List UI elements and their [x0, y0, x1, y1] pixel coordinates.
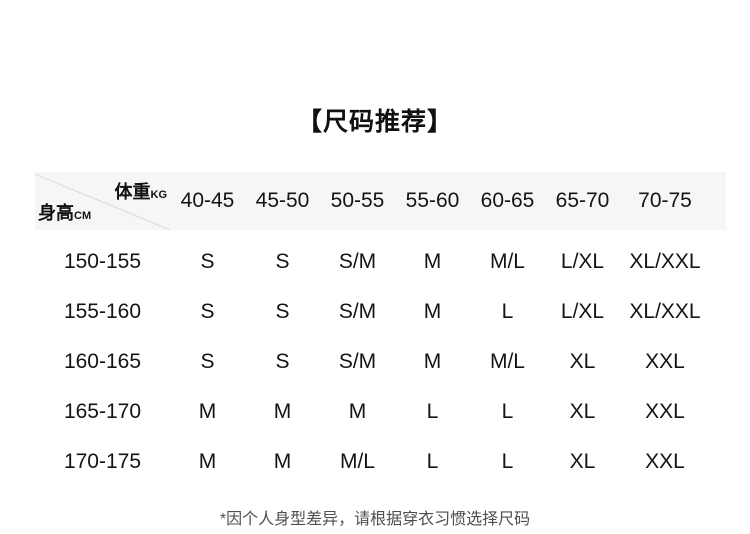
- weight-column-header: 70-75: [638, 189, 692, 212]
- size-footnote: *因个人身型差异，请根据穿衣习惯选择尺码: [219, 511, 531, 528]
- size-cell: S: [200, 350, 215, 373]
- size-cell: M/L: [489, 350, 525, 373]
- size-cell: S: [275, 250, 290, 273]
- height-label: 身高: [38, 203, 74, 223]
- size-cell: S: [275, 350, 290, 373]
- height-axis-label: 身高CM: [38, 199, 91, 225]
- height-row-label: 155-160: [63, 300, 142, 323]
- height-row-label: 165-170: [63, 400, 142, 423]
- size-cell: XXL: [645, 400, 685, 423]
- size-cell: S: [275, 300, 290, 323]
- height-row-label: 150-155: [63, 250, 142, 273]
- weight-column-header: 40-45: [180, 189, 235, 212]
- height-row-label: 160-165: [63, 350, 142, 373]
- size-cell: L/XL: [560, 250, 605, 273]
- weight-unit-label: KG: [150, 189, 168, 201]
- size-table-body: 150-155 S S S/M M M/L L/XL XL/XXL 155-16…: [35, 237, 710, 487]
- size-table-header: 体重KG 身高CM 40-45 45-50 50-55 55-60 60-65 …: [35, 172, 710, 230]
- diagonal-divider-icon: [35, 173, 170, 230]
- height-unit-label: CM: [74, 210, 92, 222]
- size-cell: XL/XXL: [629, 300, 701, 323]
- size-cell: M: [273, 450, 292, 473]
- header-band: [35, 172, 726, 230]
- corner-cell: 体重KG 身高CM: [35, 172, 170, 230]
- size-cell: M: [348, 400, 367, 423]
- size-cell: XL: [569, 350, 596, 373]
- size-cell: S/M: [338, 300, 377, 323]
- size-cell: L: [501, 400, 514, 423]
- weight-column-header: 50-55: [330, 189, 385, 212]
- size-cell: S/M: [338, 350, 377, 373]
- size-cell: M/L: [489, 250, 525, 273]
- size-cell: XL: [569, 400, 596, 423]
- size-cell: M: [423, 350, 442, 373]
- size-cell: XXL: [645, 350, 685, 373]
- weight-label: 体重: [114, 182, 151, 202]
- weight-axis-label: 体重KG: [115, 178, 168, 204]
- size-cell: L/XL: [560, 300, 605, 323]
- size-cell: S: [200, 300, 215, 323]
- weight-column-header: 60-65: [480, 189, 535, 212]
- size-cell: M: [423, 300, 442, 323]
- size-cell: M/L: [339, 450, 375, 473]
- size-cell: S/M: [338, 250, 377, 273]
- weight-column-header: 55-60: [405, 189, 460, 212]
- size-cell: L: [501, 300, 514, 323]
- weight-column-header: 45-50: [255, 189, 310, 212]
- size-cell: XL: [569, 450, 596, 473]
- weight-column-header: 65-70: [555, 189, 610, 212]
- size-cell: XXL: [645, 450, 685, 473]
- size-cell: XL/XXL: [629, 250, 701, 273]
- size-cell: M: [198, 400, 217, 423]
- size-cell: S: [200, 250, 215, 273]
- size-cell: M: [273, 400, 292, 423]
- size-cell: L: [426, 450, 439, 473]
- size-cell: L: [501, 450, 514, 473]
- size-cell: M: [198, 450, 217, 473]
- size-cell: M: [423, 250, 442, 273]
- height-row-label: 170-175: [63, 450, 142, 473]
- page-title: 【尺码推荐】: [296, 108, 453, 136]
- size-cell: L: [426, 400, 439, 423]
